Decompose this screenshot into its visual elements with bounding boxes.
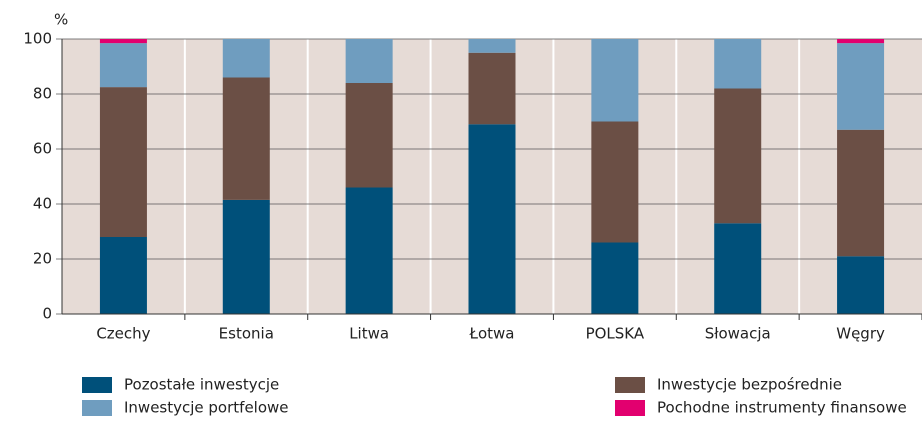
bar-segment — [345, 83, 393, 188]
bar-segment — [345, 187, 393, 314]
legend-swatch — [615, 400, 645, 416]
legend-label: Inwestycje portfelowe — [124, 399, 289, 417]
bar-segment — [714, 223, 762, 314]
x-tick-label: Estonia — [219, 325, 274, 343]
legend-label: Pochodne instrumenty finansowe — [657, 399, 907, 417]
bar-segment — [714, 88, 762, 224]
bar-segment — [837, 129, 885, 257]
bar-segment — [468, 52, 516, 125]
x-tick-label: POLSKA — [586, 325, 645, 343]
bar-segment — [99, 237, 147, 314]
bar-segment — [837, 256, 885, 314]
bar-segment — [99, 39, 147, 44]
x-tick-label: Węgry — [836, 325, 885, 343]
y-tick-label: 80 — [33, 85, 52, 103]
y-tick-label: 100 — [23, 30, 52, 48]
bar-segment — [222, 199, 270, 314]
y-axis-label: % — [54, 11, 68, 29]
bar-segment — [99, 87, 147, 237]
bar-segment — [591, 121, 639, 243]
y-tick-label: 20 — [33, 250, 52, 268]
bar-segment — [714, 39, 762, 89]
bar-segment — [222, 77, 270, 200]
x-tick-label: Słowacja — [705, 325, 771, 343]
y-tick-label: 60 — [33, 140, 52, 158]
x-tick-label: Łotwa — [469, 325, 515, 343]
bar-segment — [468, 124, 516, 314]
y-tick-label: 40 — [33, 195, 52, 213]
bar-segment — [837, 43, 885, 130]
bar-segment — [345, 39, 393, 83]
bar-segment — [222, 39, 270, 78]
x-tick-label: Czechy — [96, 325, 150, 343]
legend-swatch — [82, 377, 112, 393]
bar-segment — [591, 39, 639, 122]
y-tick-label: 0 — [42, 305, 52, 323]
bar-segment — [837, 39, 885, 44]
bar-segment — [591, 242, 639, 314]
bar-segment — [468, 39, 516, 53]
legend-label: Inwestycje bezpośrednie — [657, 376, 842, 394]
legend-swatch — [82, 400, 112, 416]
legend-swatch — [615, 377, 645, 393]
bar-segment — [99, 43, 147, 88]
legend-label: Pozostałe inwestycje — [124, 376, 279, 394]
x-tick-label: Litwa — [349, 325, 389, 343]
